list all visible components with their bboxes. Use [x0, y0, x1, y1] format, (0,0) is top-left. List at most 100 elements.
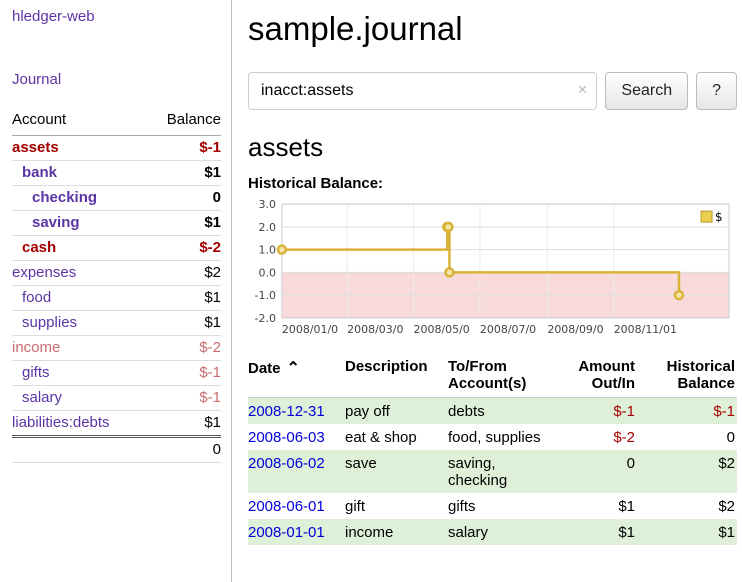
account-balance: $-1: [146, 385, 221, 411]
page-title: sample.journal: [248, 10, 463, 47]
register-date-link[interactable]: 2008-06-01: [248, 498, 325, 515]
account-balance: $1: [146, 310, 221, 336]
register-date-link[interactable]: 2008-12-31: [248, 403, 325, 420]
account-link[interactable]: gifts: [22, 364, 50, 381]
account-row: assets $-1: [12, 135, 221, 161]
register-amount: $1: [618, 498, 635, 515]
register-col-description: Description: [345, 356, 448, 398]
accounts-header-account: Account: [12, 108, 147, 136]
register-amount: $-1: [613, 403, 635, 420]
register-date-link[interactable]: 2008-06-03: [248, 429, 325, 446]
account-row: food $1: [12, 285, 221, 311]
account-balance: $1: [146, 160, 221, 186]
search-form: × Search ?: [248, 72, 737, 110]
register-description: gift: [345, 498, 366, 515]
register-row: 2008-01-01 income salary $1 $1: [248, 519, 737, 545]
clear-search-icon[interactable]: ×: [577, 80, 588, 99]
accounts-total-row: 0: [12, 435, 221, 463]
register-amount: $1: [618, 524, 635, 541]
register-col-date[interactable]: Date ⌃: [248, 356, 345, 398]
sort-ascending-icon[interactable]: ⌃: [286, 360, 300, 377]
help-button[interactable]: ?: [696, 72, 737, 110]
account-balance: $1: [146, 285, 221, 311]
svg-text:-1.0: -1.0: [255, 289, 276, 302]
account-row: income $-2: [12, 335, 221, 361]
register-accounts: saving, checking: [448, 455, 508, 489]
account-link[interactable]: assets: [12, 139, 59, 156]
register-balance: $-1: [713, 403, 735, 420]
accounts-total-balance: 0: [146, 435, 221, 463]
register-description: eat & shop: [345, 429, 417, 446]
account-row: cash $-2: [12, 235, 221, 261]
account-link[interactable]: supplies: [22, 314, 78, 331]
register-row: 2008-06-01 gift gifts $1 $2: [248, 493, 737, 519]
register-accounts: debts: [448, 403, 485, 420]
account-balance: $1: [204, 414, 221, 431]
register-description: pay off: [345, 403, 390, 420]
chart-legend-label: $: [715, 210, 723, 224]
register-date-link[interactable]: 2008-01-01: [248, 524, 325, 541]
register-col-date-label[interactable]: Date: [248, 360, 281, 377]
account-balance: $1: [146, 210, 221, 236]
account-link[interactable]: income: [12, 339, 61, 356]
account-row: liabilities:debts $1: [12, 411, 221, 437]
account-balance: 0: [146, 185, 221, 211]
svg-text:3.0: 3.0: [258, 198, 275, 211]
svg-text:0.0: 0.0: [258, 266, 275, 279]
register-balance: $2: [718, 455, 735, 472]
svg-text:2008/07/0: 2008/07/0: [480, 323, 536, 336]
register-accounts: food, supplies: [448, 429, 541, 446]
balance-chart-canvas: 3.0 2.0 1.0 0.0 -1.0 -2.0 2008/01/0 2008/03/0 20…: [255, 198, 730, 336]
account-row: gifts $-1: [12, 360, 221, 386]
account-link[interactable]: expenses: [12, 264, 77, 281]
account-balance: $-1: [146, 135, 221, 161]
register-date-link[interactable]: 2008-06-02: [248, 455, 325, 472]
register-balance: $2: [718, 498, 735, 515]
register-row: 2008-12-31 pay off debts $-1 $-1: [248, 397, 737, 424]
account-balance: $-2: [146, 335, 221, 361]
register-amount: 0: [626, 455, 635, 472]
account-link[interactable]: saving: [32, 214, 80, 231]
svg-text:2008/05/0: 2008/05/0: [414, 323, 470, 336]
account-link[interactable]: liabilities:debts: [12, 414, 110, 431]
register-balance: 0: [726, 429, 735, 446]
search-input[interactable]: [248, 72, 598, 110]
register-description: save: [345, 455, 377, 472]
svg-text:2008/03/0: 2008/03/0: [347, 323, 403, 336]
register-balance: $1: [718, 524, 735, 541]
historical-balance-chart: 3.0 2.0 1.0 0.0 -1.0 -2.0 2008/01/0 2008/03/0 20…: [248, 198, 734, 344]
account-heading: assets: [248, 132, 324, 162]
register-col-balance: Historical Balance: [643, 356, 737, 398]
account-link[interactable]: cash: [22, 239, 57, 256]
journal-link[interactable]: Journal: [12, 71, 62, 88]
account-row: supplies $1: [12, 310, 221, 336]
search-button[interactable]: Search: [605, 72, 689, 110]
svg-text:2.0: 2.0: [258, 221, 275, 234]
account-row: checking 0: [12, 185, 221, 211]
register-row: 2008-06-02 save saving, checking 0 $2: [248, 450, 737, 493]
accounts-header-balance: Balance: [146, 108, 221, 136]
accounts-header-row: Account Balance: [12, 108, 221, 136]
register-col-accounts: To/From Account(s): [448, 356, 560, 398]
chart-title: Historical Balance:: [248, 175, 384, 192]
account-link[interactable]: salary: [22, 389, 63, 406]
account-link[interactable]: bank: [22, 164, 58, 181]
register-amount: $-2: [613, 429, 635, 446]
main-content: sample.journal × Search ? assets Histori…: [232, 0, 742, 582]
account-row: bank $1: [12, 160, 221, 186]
register-header-row: Date ⌃ Description To/From Account(s) Amount…: [248, 356, 737, 398]
account-link[interactable]: food: [22, 289, 52, 306]
register-table: Date ⌃ Description To/From Account(s) Amount…: [248, 356, 737, 545]
search-field-wrap: ×: [248, 72, 598, 110]
app-title: hledger-web: [12, 8, 221, 25]
accounts-total-spacer: [12, 435, 147, 463]
account-link[interactable]: checking: [32, 189, 98, 206]
svg-text:-2.0: -2.0: [255, 312, 276, 325]
register-accounts: salary: [448, 524, 489, 541]
app-title-link[interactable]: hledger-web: [12, 8, 95, 25]
register-accounts: gifts: [448, 498, 476, 515]
account-balance: $-1: [146, 360, 221, 386]
svg-text:2008/09/0: 2008/09/0: [547, 323, 603, 336]
accounts-table: Account Balance assets $-1 bank $1 checking 0…: [12, 108, 221, 463]
